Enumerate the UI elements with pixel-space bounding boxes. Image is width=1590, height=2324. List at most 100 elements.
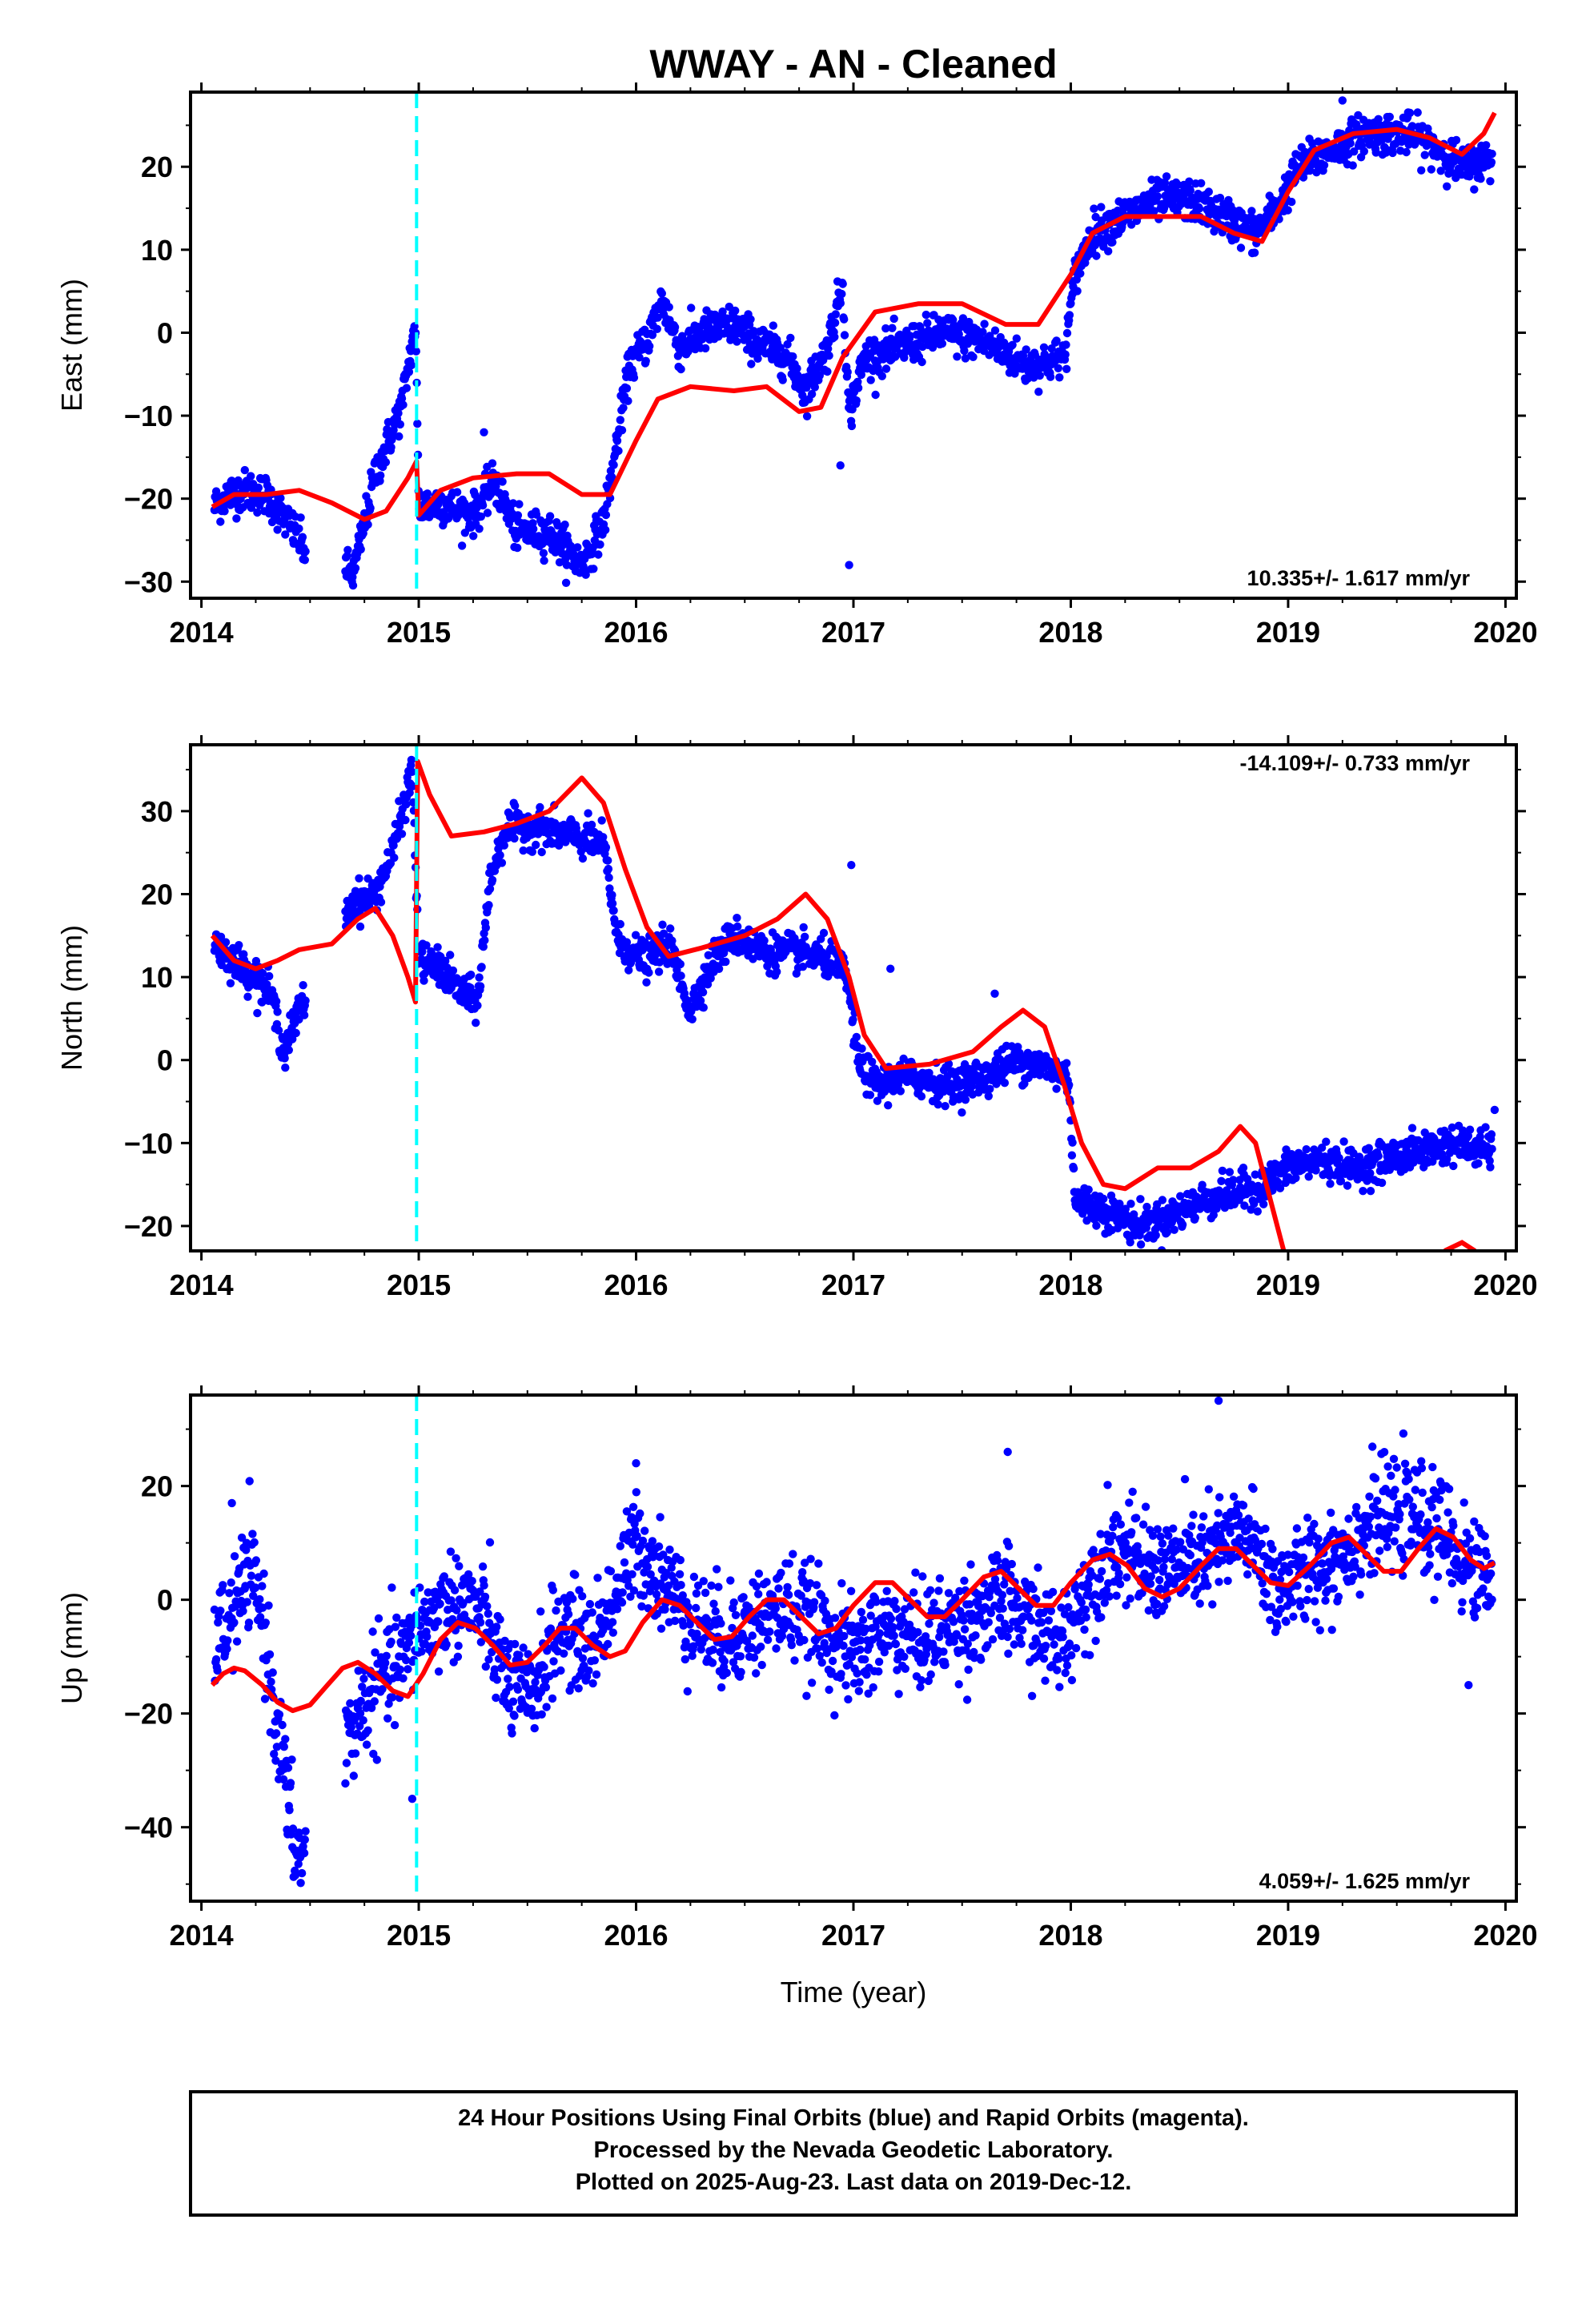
- data-point: [830, 332, 839, 341]
- data-point: [284, 1046, 293, 1055]
- data-point: [273, 525, 282, 534]
- y-tick-label: 20: [141, 878, 173, 911]
- data-point: [295, 524, 303, 533]
- data-point: [852, 396, 861, 405]
- data-point: [953, 352, 962, 361]
- data-point: [483, 1602, 492, 1610]
- data-point: [261, 1618, 270, 1627]
- data-point: [1259, 1200, 1268, 1208]
- data-point: [666, 924, 675, 933]
- data-point: [1218, 1166, 1227, 1176]
- data-point: [483, 509, 492, 517]
- model-fit-line: [211, 111, 1497, 522]
- data-point: [556, 1666, 565, 1675]
- data-point: [484, 901, 493, 910]
- x-tick-label: 2019: [1256, 616, 1320, 649]
- data-point: [660, 1605, 669, 1614]
- data-point: [537, 847, 546, 857]
- data-point: [628, 1540, 637, 1549]
- data-point: [296, 513, 305, 522]
- data-point: [632, 1488, 640, 1497]
- data-point: [239, 1606, 247, 1616]
- data-point: [1126, 1200, 1135, 1208]
- data-point: [530, 1723, 539, 1733]
- data-point: [1476, 1132, 1485, 1141]
- data-point: [1215, 193, 1225, 203]
- data-point: [714, 964, 724, 974]
- data-point: [706, 974, 715, 983]
- data-point: [1449, 1161, 1458, 1171]
- data-point: [477, 963, 486, 971]
- data-point: [934, 1100, 942, 1109]
- data-point: [452, 488, 462, 497]
- data-point: [711, 1606, 720, 1616]
- data-point: [355, 874, 363, 883]
- data-point: [408, 1621, 416, 1630]
- data-point: [1388, 148, 1397, 158]
- data-point: [368, 1627, 377, 1636]
- outlier-point: [836, 461, 845, 470]
- data-point: [301, 547, 310, 556]
- data-point: [629, 373, 639, 382]
- data-point: [617, 1598, 627, 1607]
- data-point: [504, 1675, 512, 1683]
- data-point: [446, 1547, 456, 1556]
- data-point: [1420, 1128, 1429, 1137]
- data-point: [268, 1668, 277, 1677]
- data-point: [614, 446, 623, 456]
- y-axis-label: East (mm): [55, 279, 88, 412]
- data-point: [1142, 1202, 1151, 1212]
- data-point: [778, 376, 787, 384]
- data-point: [620, 1558, 629, 1567]
- data-point: [1436, 167, 1445, 175]
- data-point: [905, 332, 914, 340]
- data-point: [1291, 1173, 1300, 1183]
- data-point: [434, 1667, 444, 1676]
- data-point: [925, 1068, 934, 1078]
- x-tick-label: 2014: [170, 616, 234, 649]
- data-point: [667, 1563, 676, 1572]
- data-point: [654, 1542, 664, 1551]
- data-point: [1178, 1220, 1187, 1229]
- x-tick-label: 2016: [604, 616, 668, 649]
- data-point: [342, 1759, 351, 1767]
- data-point: [628, 1570, 636, 1579]
- data-point: [1012, 334, 1022, 343]
- data-point: [659, 1550, 668, 1559]
- data-point: [1346, 139, 1355, 148]
- data-point: [941, 1102, 950, 1111]
- data-point: [640, 1526, 649, 1535]
- data-point: [271, 1756, 280, 1765]
- data-point: [363, 520, 372, 529]
- data-point: [642, 978, 651, 987]
- data-point: [645, 1586, 655, 1596]
- data-point: [609, 906, 618, 915]
- data-point: [1065, 311, 1074, 320]
- data-point: [288, 1035, 297, 1043]
- data-point: [978, 328, 987, 336]
- data-point: [223, 1636, 232, 1645]
- data-point: [247, 472, 255, 480]
- north-panel: 2014 2015 2016 2017 2018 2019 2020−20−10010203…: [55, 735, 1537, 1301]
- data-point: [990, 326, 1000, 335]
- data-point: [801, 932, 809, 942]
- data-point: [631, 931, 640, 939]
- data-point: [508, 1697, 518, 1706]
- data-point: [513, 1685, 523, 1694]
- data-point: [242, 1546, 251, 1554]
- x-tick-label: 2018: [1038, 616, 1102, 649]
- data-point: [387, 1637, 395, 1647]
- data-point: [753, 354, 762, 363]
- data-point: [1287, 197, 1296, 207]
- data-point: [604, 1639, 612, 1649]
- data-point: [244, 1618, 254, 1627]
- data-point: [961, 1096, 970, 1104]
- data-point: [799, 923, 808, 932]
- data-point: [1092, 1221, 1101, 1230]
- data-point: [1359, 147, 1369, 156]
- data-point: [376, 898, 386, 907]
- data-point: [783, 340, 792, 349]
- data-point: [819, 928, 829, 938]
- data-point: [280, 1054, 289, 1063]
- data-point: [279, 1775, 288, 1784]
